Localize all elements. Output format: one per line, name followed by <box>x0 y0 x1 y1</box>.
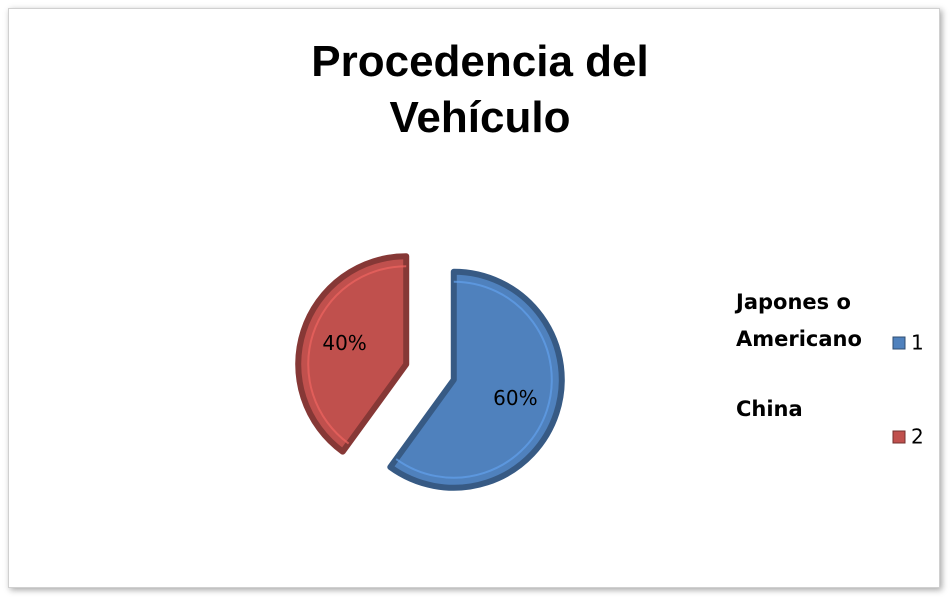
legend-label: 2 <box>911 425 924 449</box>
legend-swatch <box>892 336 906 350</box>
pie-slice <box>295 253 410 455</box>
annotation: Japones o Americano <box>736 290 862 351</box>
legend-swatch <box>892 430 906 444</box>
pie-bevel <box>395 280 553 479</box>
pie-bevel <box>307 265 407 445</box>
annotation: China <box>736 397 803 421</box>
legend-label: 1 <box>911 331 924 355</box>
data-label: 60% <box>493 386 537 410</box>
pie-slice <box>387 268 565 491</box>
data-label: 40% <box>322 331 366 355</box>
chart-title: Procedencia del Vehículo <box>311 37 649 142</box>
